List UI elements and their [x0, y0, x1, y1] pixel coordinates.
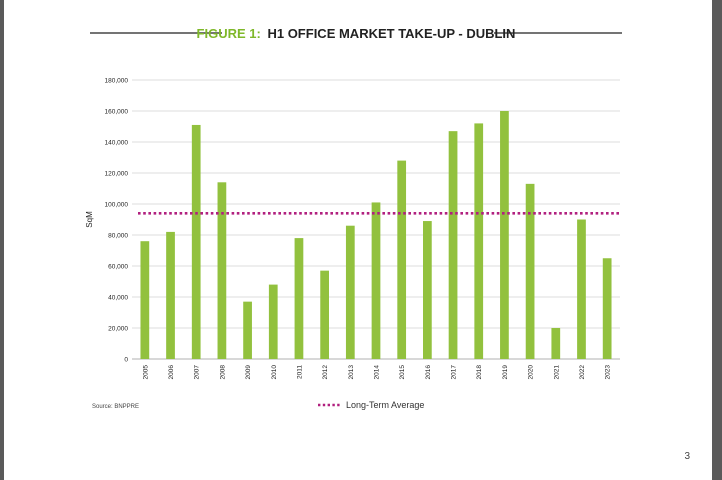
bar-2009: [243, 301, 252, 359]
y-tick-label: 60,000: [108, 264, 128, 271]
x-tick-label: 2006: [168, 365, 175, 380]
y-axis-label: SqM: [85, 211, 94, 228]
bar-2018: [474, 123, 484, 360]
bar-2008: [217, 182, 227, 359]
x-tick-label: 2012: [322, 365, 329, 380]
figure-title: H1 OFFICE MARKET TAKE-UP - DUBLIN: [267, 26, 515, 41]
y-tick-label: 180,000: [105, 78, 129, 85]
x-tick-label: 2014: [374, 365, 381, 380]
x-tick-label: 2009: [245, 365, 252, 380]
y-tick-label: 80,000: [108, 233, 128, 240]
x-tick-label: 2016: [425, 365, 432, 380]
bar-2007: [191, 124, 201, 359]
bar-2016: [423, 221, 432, 359]
bar-2006: [166, 231, 175, 359]
bar-2012: [320, 270, 329, 359]
x-tick-label: 2013: [348, 365, 355, 380]
bar-2017: [448, 131, 458, 359]
x-tick-label: 2008: [219, 365, 226, 380]
x-tick-label: 2018: [476, 365, 483, 380]
x-tick-label: 2019: [502, 365, 509, 380]
y-tick-label: 0: [124, 357, 128, 364]
page-number: 3: [684, 451, 690, 462]
y-tick-label: 120,000: [105, 171, 129, 178]
bar-2023: [602, 258, 612, 359]
y-tick-label: 160,000: [105, 109, 129, 116]
x-tick-label: 2020: [528, 365, 535, 380]
bar-2015: [397, 160, 407, 359]
x-tick-label: 2007: [194, 365, 201, 380]
x-tick-label: 2017: [451, 365, 458, 380]
bar-2020: [525, 183, 535, 359]
bar-2019: [500, 111, 509, 359]
legend-average-label: Long-Term Average: [346, 400, 424, 410]
bar-2010: [268, 284, 278, 359]
y-tick-label: 140,000: [105, 140, 129, 147]
x-tick-label: 2010: [271, 365, 278, 380]
x-tick-label: 2021: [553, 365, 560, 380]
source-note: Source: BNPPRE: [92, 404, 139, 410]
report-page: FIGURE 1: H1 OFFICE MARKET TAKE-UP - DUB…: [4, 0, 712, 480]
bars: [140, 111, 612, 360]
bar-2014: [371, 202, 381, 359]
x-tick-label: 2023: [605, 365, 612, 380]
x-tick-label: 2005: [142, 365, 149, 380]
y-tick-label: 100,000: [105, 202, 129, 209]
x-tick-label: 2015: [399, 365, 406, 380]
figure-label: FIGURE 1:: [197, 26, 261, 41]
x-tick-label: 2011: [296, 365, 303, 379]
chart: FIGURE 1: H1 OFFICE MARKET TAKE-UP - DUB…: [85, 26, 622, 410]
x-axis-ticks: 2005 2006 2007 2008 2009 2010 2011 2012 2013 2014…: [142, 365, 611, 380]
y-tick-label: 40,000: [108, 295, 128, 302]
bar-2022: [577, 219, 586, 359]
bar-2005: [140, 241, 150, 359]
y-tick-label: 20,000: [108, 326, 128, 333]
bar-2013: [345, 225, 355, 359]
bar-2011: [294, 238, 304, 359]
x-tick-label: 2022: [579, 365, 586, 380]
bar-2021: [551, 328, 561, 359]
chart-title: FIGURE 1: H1 OFFICE MARKET TAKE-UP - DUB…: [197, 26, 516, 41]
y-axis-ticks: 0 20,000 40,000 60,000 80,000 100,000 120,000 1…: [105, 78, 129, 364]
